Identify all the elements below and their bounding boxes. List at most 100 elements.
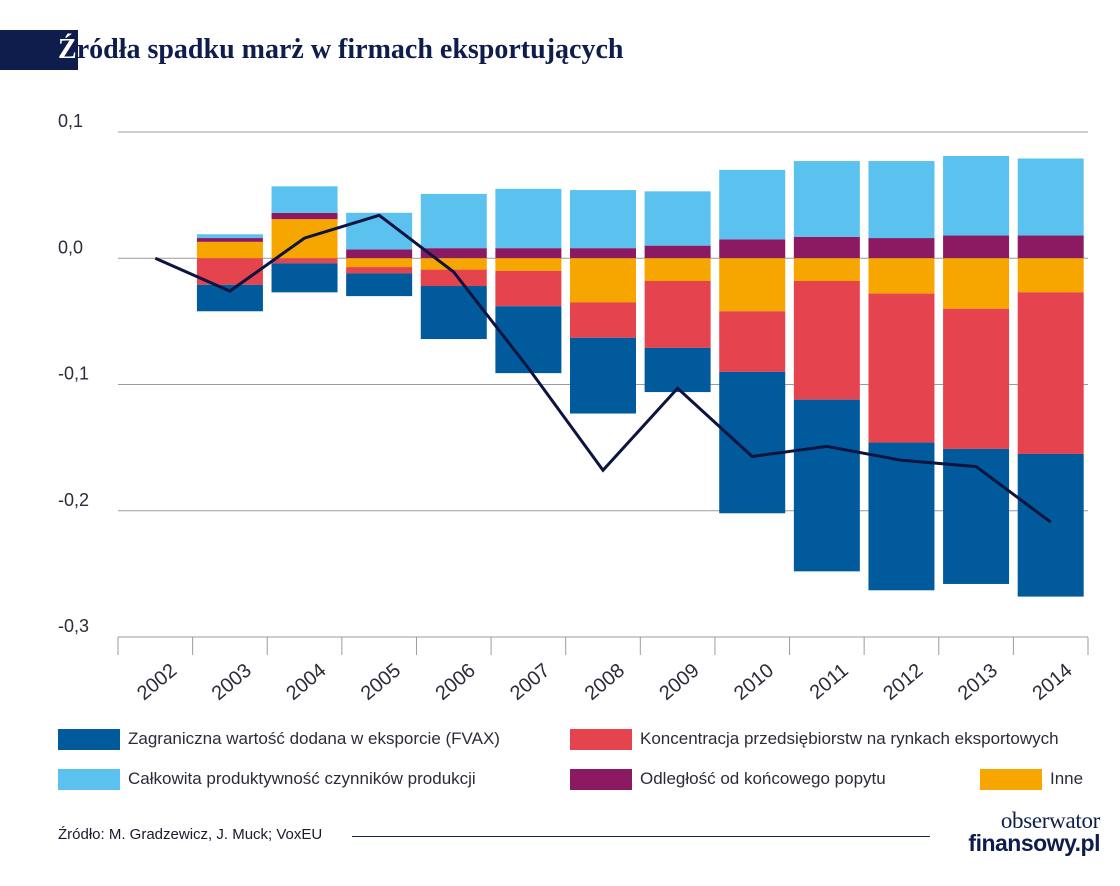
y-tick-label: -0,3: [58, 616, 89, 636]
bar-segment: [495, 188, 562, 249]
x-tick-label: 2013: [954, 659, 1002, 704]
bar-segment: [495, 258, 562, 271]
bar-segment: [420, 269, 487, 287]
x-tick-label: 2003: [208, 659, 256, 704]
bar-segment: [719, 239, 786, 259]
bar-segment: [420, 258, 487, 270]
bar-segment: [271, 186, 338, 213]
bar-segment: [868, 161, 935, 239]
bar-segment: [346, 258, 413, 268]
x-tick-label: 2007: [506, 659, 554, 704]
title-rest: ródła spadku marż w firmach eksportujący…: [76, 34, 624, 65]
bar-segment: [793, 280, 860, 400]
x-tick-label: 2004: [282, 659, 330, 704]
source-note: Źródło: M. Gradzewicz, J. Muck; VoxEU: [58, 826, 323, 843]
x-tick-label: 2009: [655, 659, 703, 704]
bar-segment: [719, 258, 786, 312]
legend: Zagraniczna wartość dodana w eksporcie (…: [0, 720, 1120, 800]
bar-segment: [346, 273, 413, 297]
bar-segment: [644, 191, 711, 246]
bar-segment: [420, 286, 487, 340]
bar-segment: [570, 190, 636, 249]
bar-segment: [271, 263, 338, 293]
bar-segment: [346, 249, 413, 259]
x-tick-label: 2012: [879, 659, 927, 704]
chart-canvas: 0,10,0-0,1-0,2-0,3 2002 2003 2004 2005 2006 2…: [58, 111, 1089, 705]
bar-segment: [271, 212, 338, 220]
bar-segment: [719, 371, 786, 514]
bar-segment: [570, 258, 636, 303]
logo-line2: finansowy.pl: [968, 830, 1100, 856]
bar-segment: [420, 193, 487, 249]
bar-segment: [1017, 292, 1084, 454]
legend-swatch-concentration: [570, 728, 632, 750]
legend-item-distance: Odległość od końcowego popytu: [570, 767, 886, 791]
legend-swatch-other: [980, 768, 1042, 790]
bar-segment: [196, 234, 263, 239]
bar-segment: [943, 448, 1010, 584]
title-accent-bar: [0, 30, 78, 70]
legend-swatch-fvax: [58, 728, 120, 750]
publisher-logo: obserwator finansowy.pl: [950, 808, 1100, 856]
bar-segment: [420, 248, 487, 259]
bar-segment: [196, 241, 263, 259]
x-tick-label: 2008: [581, 659, 629, 704]
bar-segment: [1017, 258, 1084, 293]
bar-segment: [868, 238, 935, 259]
y-tick-label: -0,1: [58, 364, 89, 384]
x-tick-label: 2006: [431, 659, 479, 704]
bar-segment: [943, 155, 1010, 236]
total-line-path: [154, 213, 1052, 524]
bar-segment: [495, 270, 562, 307]
bar-segment: [719, 169, 786, 240]
chart-title: Źródła spadku marż w firmach eksportując…: [58, 30, 623, 70]
bar-segment: [1017, 453, 1084, 597]
y-tick-label: -0,2: [58, 490, 89, 510]
x-tick-label: 2014: [1028, 659, 1076, 704]
bar-segment: [1017, 158, 1084, 236]
source-divider: [352, 836, 930, 837]
bar-segment: [644, 245, 711, 259]
bar-segment: [570, 302, 636, 338]
bar-segment: [570, 337, 636, 414]
legend-item-other: Inne: [980, 767, 1083, 791]
y-axis-labels: 0,1 0,0 -0,1 -0,2 -0,3: [58, 111, 89, 636]
legend-swatch-distance: [570, 768, 632, 790]
y-tick-label: 0,1: [58, 111, 83, 131]
bar-segment: [793, 236, 860, 259]
x-tick-label: 2002: [133, 659, 181, 704]
bar-segment: [271, 258, 338, 264]
bar-segment: [868, 293, 935, 443]
legend-item-concentration: Koncentracja przedsiębiorstw na rynkach …: [570, 727, 1059, 751]
x-axis-labels: 2002 2003 2004 2005 2006 2007 2008 2009 2010 2011…: [133, 659, 1077, 704]
bar-segment: [868, 442, 935, 591]
legend-label-tfp: Całkowita produktywność czynników produk…: [128, 769, 476, 788]
bar-segment: [793, 399, 860, 572]
x-tick-label: 2005: [357, 659, 405, 704]
bar-segment: [719, 311, 786, 372]
bar-segment: [943, 258, 1010, 309]
bar-segment: [196, 284, 263, 312]
x-tick-label: 2010: [730, 659, 778, 704]
bar-segment: [868, 258, 935, 294]
legend-label-other: Inne: [1050, 769, 1084, 788]
legend-label-concentration: Koncentracja przedsiębiorstw na rynkach …: [640, 729, 1059, 748]
bar-segment: [644, 347, 711, 393]
bar-segment: [943, 308, 1010, 449]
title-first-letter: Ź: [58, 34, 77, 65]
bar-segment: [793, 258, 860, 281]
x-tick-label: 2011: [806, 659, 853, 704]
legend-item-tfp: Całkowita produktywność czynników produk…: [58, 767, 476, 791]
legend-item-fvax: Zagraniczna wartość dodana w eksporcie (…: [58, 727, 500, 751]
bar-segment: [943, 235, 1010, 259]
bar-segment: [346, 267, 413, 274]
bar-stacks: [196, 155, 1084, 597]
legend-label-fvax: Zagraniczna wartość dodana w eksporcie (…: [128, 729, 500, 748]
bar-segment: [1017, 235, 1084, 259]
legend-swatch-tfp: [58, 768, 120, 790]
logo-line1: obserwator: [1000, 808, 1100, 833]
bar-segment: [570, 248, 636, 259]
bar-segment: [793, 161, 860, 237]
total-line: [154, 213, 1052, 524]
bar-segment: [196, 238, 263, 242]
